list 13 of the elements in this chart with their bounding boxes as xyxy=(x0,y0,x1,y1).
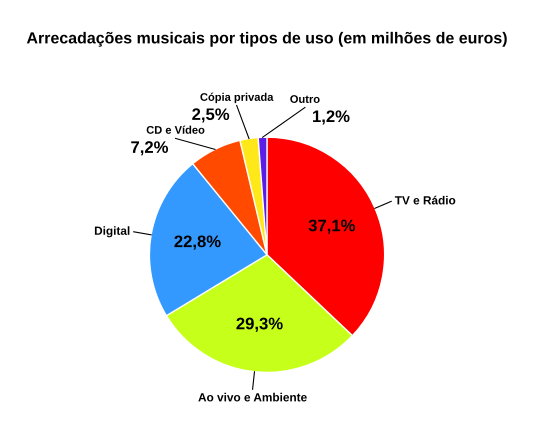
slice-label: CD e Vídeo xyxy=(146,126,204,134)
data-label: 2,5% xyxy=(192,108,230,122)
slice-label: Digital xyxy=(94,226,130,238)
data-label: 1,2% xyxy=(313,110,350,125)
data-label: 7,2% xyxy=(131,141,168,156)
slice-label: Ao vivo e Ambiente xyxy=(198,392,307,402)
data-label: 37,1% xyxy=(308,220,356,234)
slice-label: Outro xyxy=(290,95,320,103)
slice-label: TV e Rádio xyxy=(394,196,456,205)
data-label: 22,8% xyxy=(174,235,221,250)
slice-label: Cópia privada xyxy=(200,92,274,104)
data-label: 29,3% xyxy=(236,318,283,332)
chart-title: Arrecadações musicais por tipos de uso (em milhões de euros) xyxy=(26,32,507,47)
